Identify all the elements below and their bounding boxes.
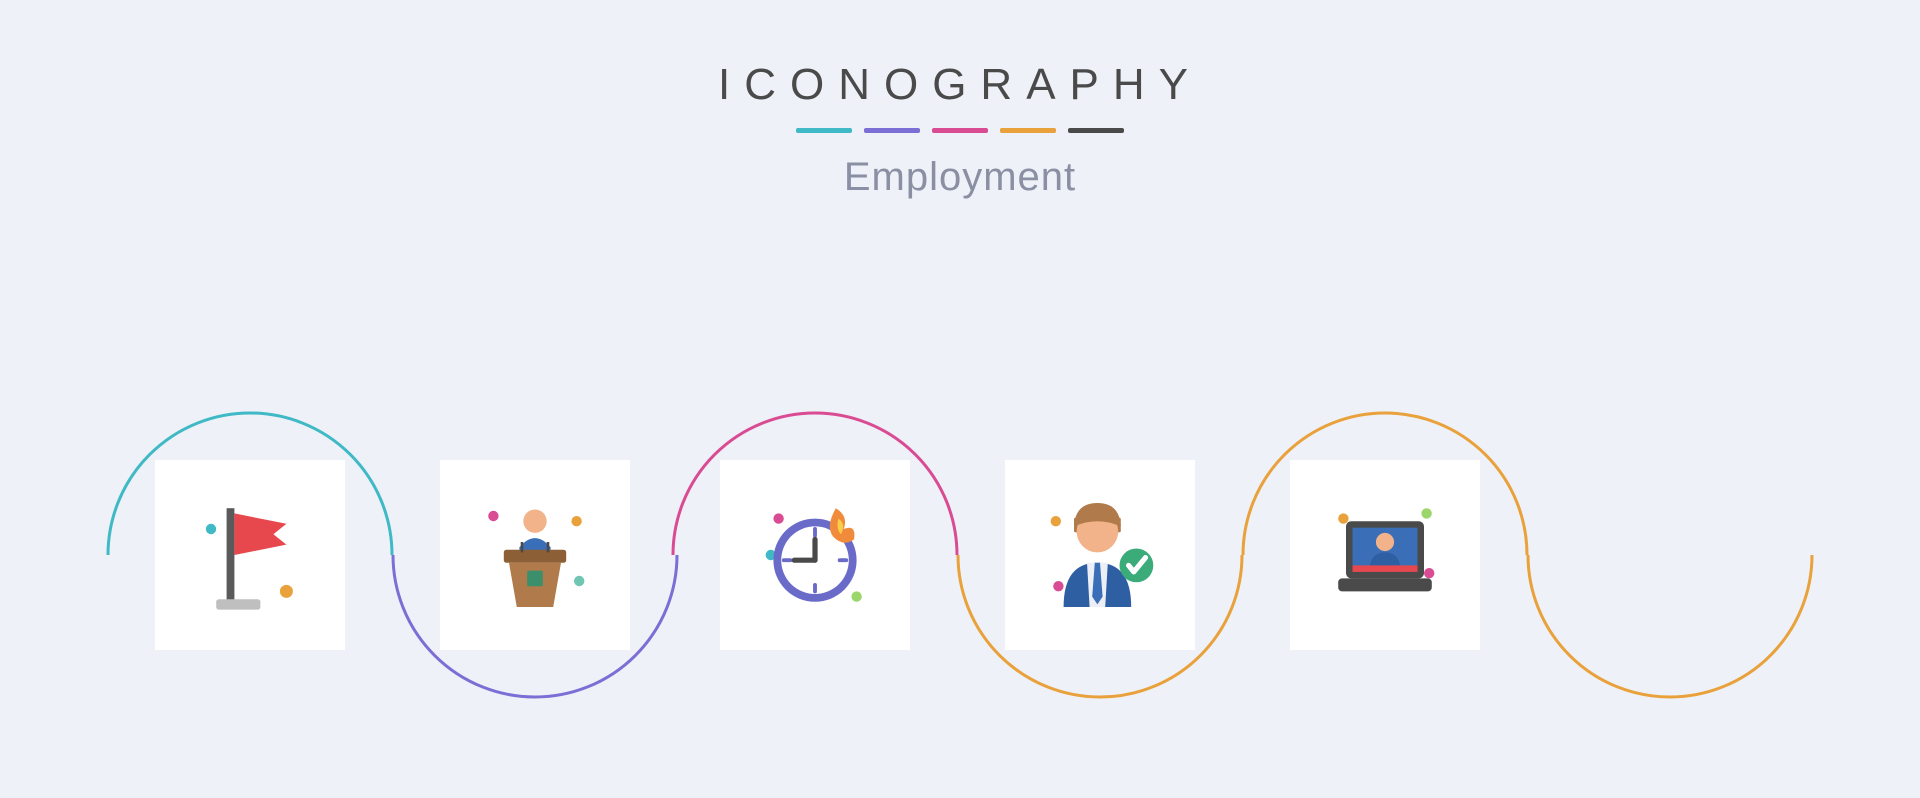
accent-bar-5 [1068, 128, 1124, 133]
page-title: ICONOGRAPHY [0, 60, 1920, 110]
page-subtitle: Employment [0, 155, 1920, 200]
icon-tile-laptop [1290, 460, 1480, 650]
accent-bar-1 [796, 128, 852, 133]
icon-tile-podium [440, 460, 630, 650]
podium-speaker-icon [470, 490, 600, 620]
deadline-clock-icon [750, 490, 880, 620]
icon-tile-deadline [720, 460, 910, 650]
header: ICONOGRAPHY Employment [0, 60, 1920, 200]
approved-employee-icon [1035, 490, 1165, 620]
icon-tile-flag [155, 460, 345, 650]
accent-bar-3 [932, 128, 988, 133]
online-profile-icon [1320, 490, 1450, 620]
icon-tile-empty [1575, 460, 1765, 650]
accent-bar-2 [864, 128, 920, 133]
accent-bar-4 [1000, 128, 1056, 133]
icon-tile-approved [1005, 460, 1195, 650]
flag-icon [185, 490, 315, 620]
accent-underline [0, 128, 1920, 133]
